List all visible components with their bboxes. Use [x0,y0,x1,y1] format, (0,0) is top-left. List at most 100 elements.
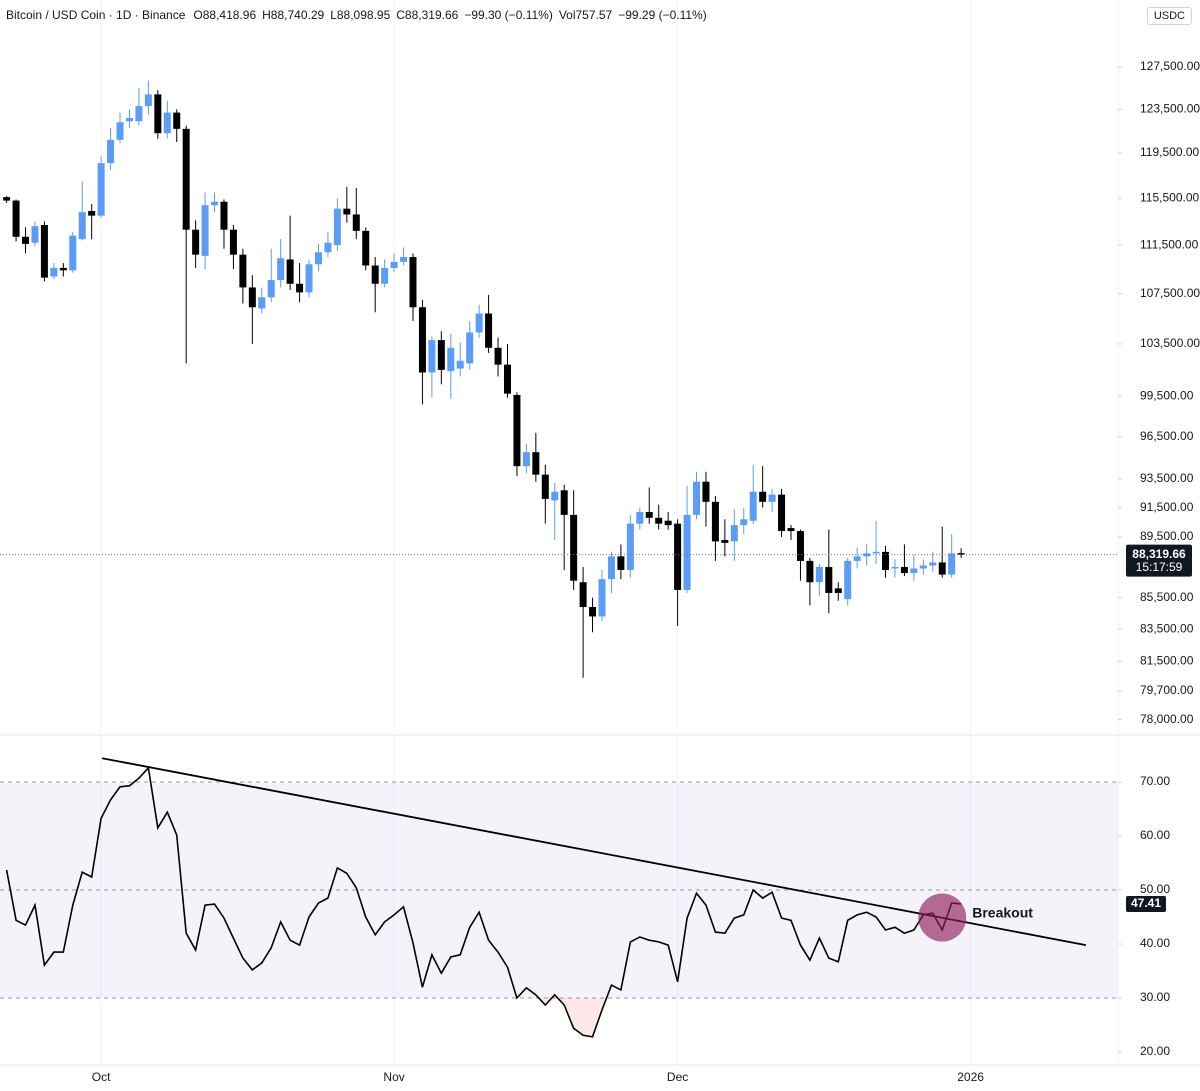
candle-body [88,210,96,216]
candle-body [97,163,105,216]
candle-body [192,229,200,255]
header-item: −99.30 (−0.11%) [464,8,553,22]
candle-body [12,200,20,237]
candle-body [107,139,115,164]
candle-body [636,511,644,524]
candle-body [910,568,918,574]
candle-body [258,297,266,309]
header-item: L88,098.95 [330,8,391,22]
candle-body [570,514,578,581]
candle-body [929,562,937,566]
candle-body [239,254,247,288]
candle-body [144,94,152,107]
candle-body [125,117,133,122]
countdown-label: 15:17:59 [1136,560,1183,574]
x-tick-label: Nov [383,1070,404,1084]
annotation-label: Breakout [972,904,1033,920]
candle-body [201,205,209,256]
candle-body [844,560,852,600]
y-tick-label: 85,500.00 [1140,590,1194,604]
candle-body [730,525,738,542]
candle-body [721,539,729,543]
candle-body [532,452,540,475]
last-price-box [1126,544,1192,577]
y-tick-label: 123,500.00 [1140,102,1200,116]
candle-body [352,214,360,231]
candle-body [22,236,30,244]
candle-body [324,242,332,253]
candle-body [343,208,351,215]
candle-body [674,523,682,590]
candle-body [59,267,67,271]
candle-body [919,565,927,569]
candle-body [740,519,748,526]
candle-body [78,212,86,240]
candle-body [834,588,842,594]
y-tick-label: 79,700.00 [1140,683,1194,697]
y-tick-label: 83,500.00 [1140,621,1194,635]
y-tick-label: 111,500.00 [1140,237,1199,251]
candle-body [796,531,804,561]
candle-body [607,556,615,580]
candle-body [891,566,899,569]
y-tick-label: 70.00 [1140,774,1170,788]
header-item: Bitcoin / USD Coin · 1D · Binance [6,8,186,22]
candle-body [494,347,502,365]
y-tick-label: 89,500.00 [1140,529,1194,543]
candle-body [938,562,946,575]
candle-body [655,517,663,524]
candle-body [579,582,587,608]
candle-body [702,481,710,502]
candle-body [749,491,757,521]
candle-body [286,259,294,284]
candle-body [428,340,436,373]
candle-body [362,230,370,266]
candle-body [211,201,219,206]
candle-body [163,112,171,134]
y-tick-label: 99,500.00 [1140,388,1194,402]
header-item: H88,740.29 [262,8,325,22]
y-tick-label: 93,500.00 [1140,471,1194,485]
y-tick-label: 20.00 [1140,1044,1170,1058]
candle-body [400,257,408,262]
candle-body [50,267,58,277]
x-tick-label: Oct [92,1070,111,1084]
candle-body [220,201,228,230]
y-tick-label: 40.00 [1140,936,1170,950]
y-tick-label: 91,500.00 [1140,500,1194,514]
y-tick-label: 115,500.00 [1140,190,1199,204]
candle-body [853,556,861,561]
candle-body [711,501,719,542]
candle-body [778,494,786,532]
candle-body [248,287,256,308]
candle-body [872,551,880,554]
header-item: Vol757.57 [558,8,613,22]
candle-body [485,313,493,348]
y-tick-label: 81,500.00 [1140,653,1194,667]
last-value-label: 47.41 [1131,896,1161,910]
candle-body [466,332,474,364]
candle-body [863,553,871,557]
candle-body [277,258,285,281]
candle-body [381,267,389,284]
candle-body [314,252,322,265]
candle-body [456,360,464,369]
candle-body [182,128,190,230]
candle-body [371,265,379,284]
candle-body [409,257,417,308]
header: Bitcoin / USD Coin · 1D · Binance O88,418… [6,8,707,22]
y-tick-label: 96,500.00 [1140,429,1194,443]
candle-body [31,226,39,243]
candle-body [296,283,304,293]
header-item: C88,319.66 [396,8,459,22]
candle-body [683,514,691,590]
candle-body [522,452,530,467]
y-tick-label: 127,500.00 [1140,59,1200,73]
rsi-line [5,766,962,1038]
y-tick-label: 119,500.00 [1140,145,1199,159]
currency-badge[interactable]: USDC [1146,7,1192,25]
candle-body [787,528,795,532]
candle-body [69,235,77,271]
